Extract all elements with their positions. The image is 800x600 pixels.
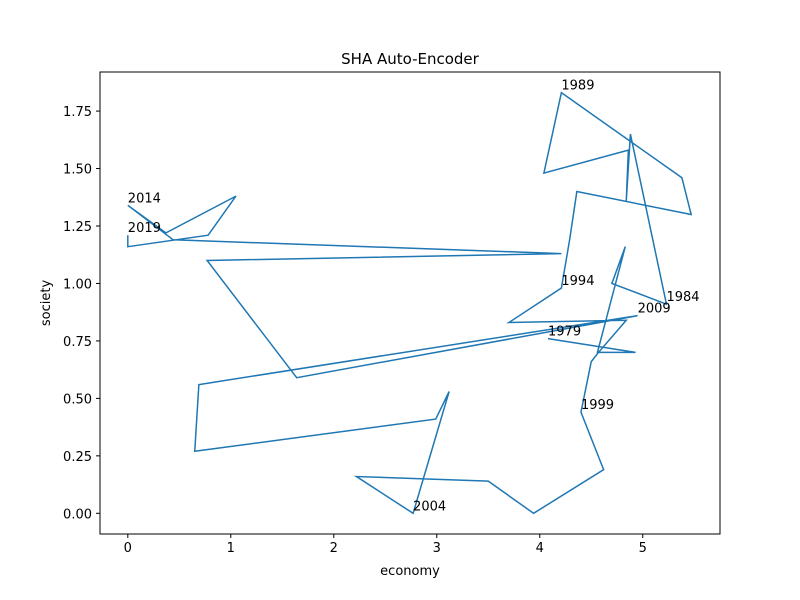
point-label: 2014	[128, 191, 161, 206]
y-tick-label: 1.25	[63, 220, 92, 235]
x-axis-label: economy	[380, 564, 440, 579]
plot-frame	[99, 71, 721, 535]
point-label: 1979	[548, 325, 581, 340]
y-axis-label: society	[39, 280, 54, 327]
y-tick-label: 1.50	[63, 163, 92, 178]
x-tick-label: 0	[124, 541, 132, 556]
point-label: 2019	[128, 221, 161, 236]
y-tick-label: 0.50	[63, 392, 92, 407]
data-line	[127, 91, 693, 515]
x-tick-label: 2	[330, 541, 338, 556]
chart-title: SHA Auto-Encoder	[341, 50, 480, 68]
point-label: 1999	[581, 398, 614, 413]
point-label: 1994	[561, 274, 594, 289]
point-label: 1989	[561, 79, 594, 94]
y-tick-label: 0.75	[63, 335, 92, 350]
x-tick-label: 4	[536, 541, 544, 556]
y-tick-label: 1.00	[63, 277, 92, 292]
point-label: 1984	[666, 290, 699, 305]
y-tick-label: 1.75	[63, 105, 92, 120]
y-tick-label: 0.00	[63, 507, 92, 522]
y-tick-label: 0.25	[63, 450, 92, 465]
x-tick-label: 3	[433, 541, 441, 556]
point-label: 2009	[638, 302, 671, 317]
x-tick-label: 1	[227, 541, 235, 556]
x-tick-label: 5	[639, 541, 647, 556]
point-label: 2004	[413, 499, 446, 514]
